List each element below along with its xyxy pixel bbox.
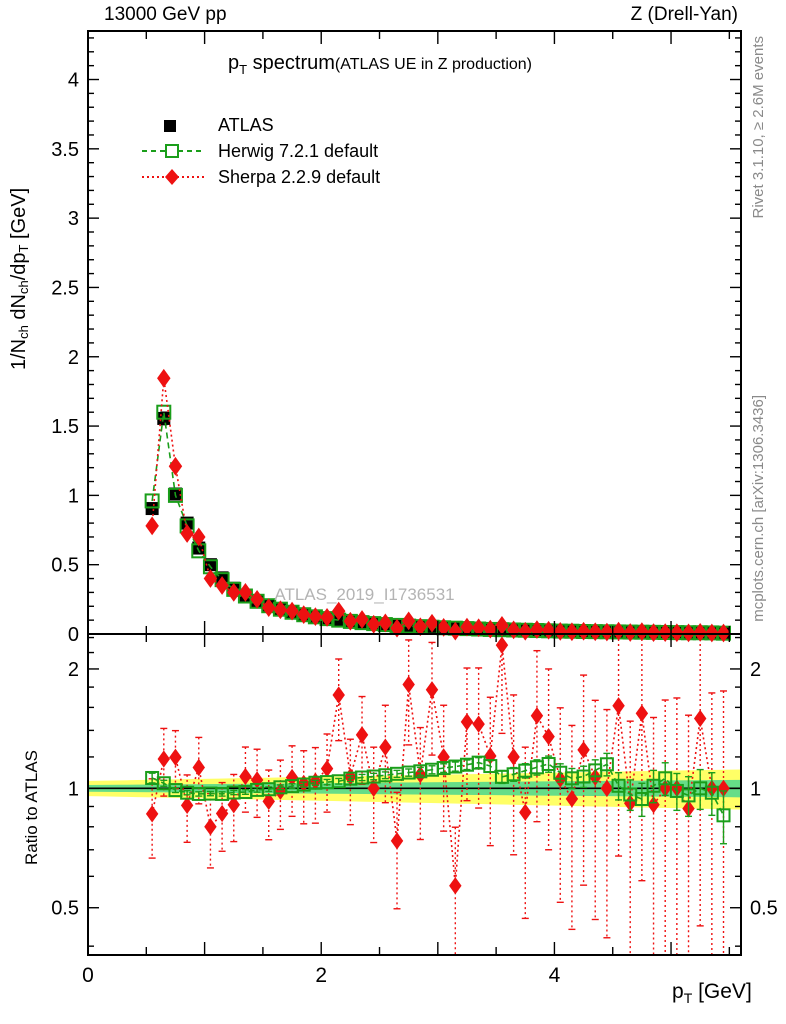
xlabel-rest: [GeV] (692, 980, 752, 1003)
series-atlas-main (145, 411, 731, 640)
xtick-label: 0 (82, 964, 94, 987)
legend-marker-atlas (164, 120, 176, 132)
title-rest: spectrum (247, 52, 335, 74)
legend-label-sherpa: Sherpa 2.2.9 default (218, 166, 381, 187)
xlabel-sub: T (683, 990, 693, 1007)
main-ytick-label: 1 (68, 485, 79, 507)
ratio-ytick-label: 2 (68, 659, 79, 681)
main-panel-ticks (87, 31, 741, 635)
header-right: Z (Drell-Yan) (630, 4, 738, 25)
legend-item-herwig[interactable]: Herwig 7.2.1 default (140, 138, 380, 164)
ratio-panel-frame (87, 633, 742, 956)
title-p: p (228, 52, 240, 74)
series-sherpa-ratio (145, 634, 730, 955)
main-ytick-label: 1.5 (51, 416, 79, 438)
series-herwig-ratio (145, 752, 731, 845)
title-sub: T (239, 62, 248, 77)
main-ytick-label: 2 (68, 347, 79, 369)
xtick-label: 4 (549, 964, 561, 987)
ratio-ytick-label: 1 (68, 778, 79, 800)
xlabel-p: p (672, 980, 684, 1003)
xaxis-label: pT [GeV] (672, 980, 752, 1006)
legend-label-herwig: Herwig 7.2.1 default (218, 140, 379, 161)
watermark-text: ATLAS_2019_I1736531 (274, 585, 454, 604)
main-ytick-label: 0 (68, 624, 79, 646)
ratio-ytick-label-right: 1 (750, 778, 761, 800)
main-ytick-label: 3.5 (51, 139, 79, 161)
main-ytick-label: 0.5 (51, 555, 79, 577)
ratio-panel-ticks (87, 634, 741, 955)
xtick-label: 2 (315, 964, 327, 987)
legend: ATLAS Herwig 7.2.1 default Sherpa 2.2.9 … (140, 112, 380, 190)
legend-marker-sherpa (142, 169, 204, 185)
header-left: 13000 GeV pp (104, 4, 227, 25)
main-ytick-label: 2.5 (51, 277, 79, 299)
title-suffix: (ATLAS UE in Z production) (334, 56, 532, 73)
series-sherpa-main (145, 368, 731, 643)
legend-item-sherpa[interactable]: Sherpa 2.2.9 default (140, 164, 380, 190)
main-ytick-label: 4 (68, 70, 79, 92)
ratio-ytick-label-right: 0.5 (750, 898, 778, 920)
plot-title: pT spectrum(ATLAS UE in Z production) (228, 52, 532, 77)
ratio-ytick-label: 0.5 (51, 898, 79, 920)
legend-label-atlas: ATLAS (218, 114, 274, 135)
legend-marker-herwig (142, 144, 204, 158)
main-ytick-label: 3 (68, 208, 79, 230)
series-herwig-main (144, 404, 732, 641)
legend-item-atlas[interactable]: ATLAS (140, 112, 380, 138)
ratio-ytick-label-right: 2 (750, 659, 761, 681)
